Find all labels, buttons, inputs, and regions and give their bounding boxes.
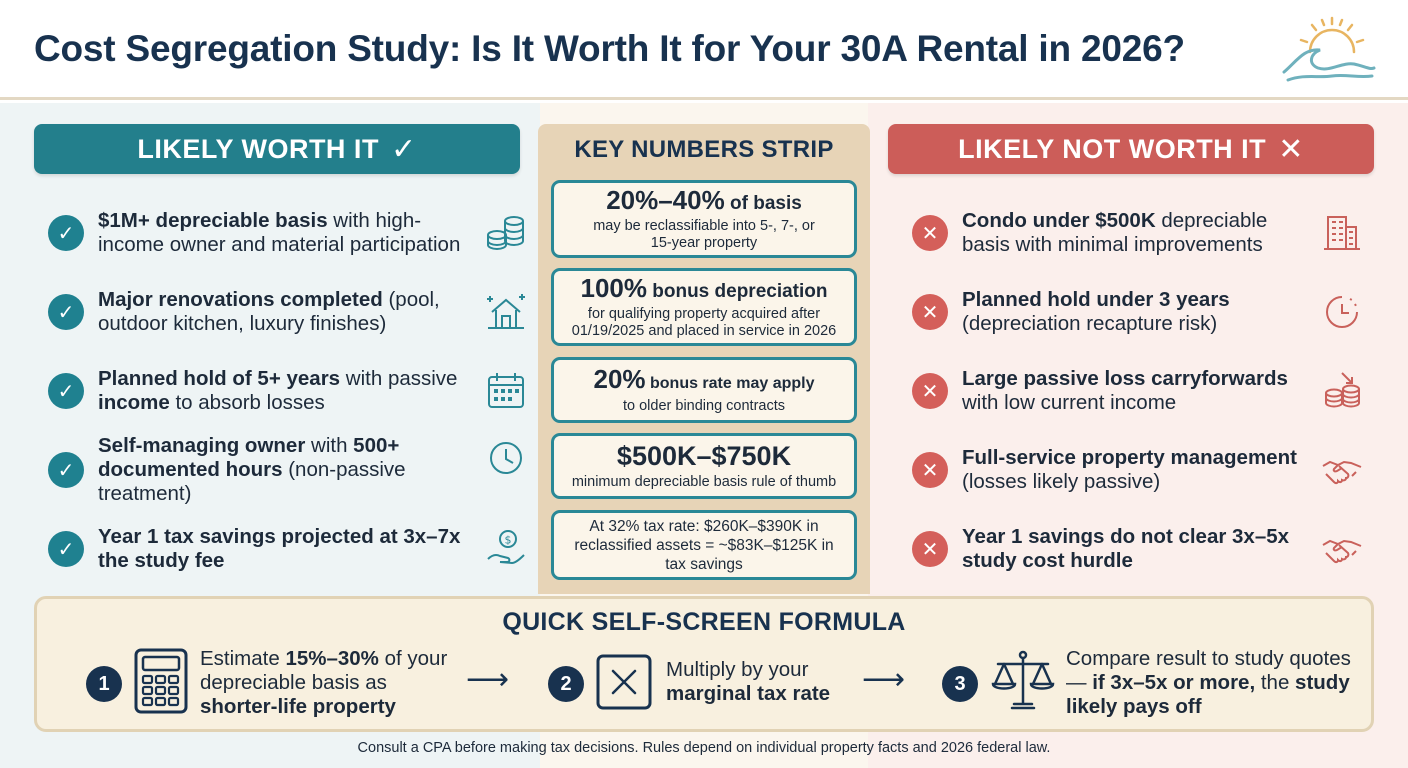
worth-item: ✓ Planned hold of 5+ years with passive …	[48, 361, 528, 421]
worth-item-text: Year 1 tax savings projected at 3x–7x th…	[98, 525, 461, 572]
not-worth-item: ✕ Large passive loss carryforwards with …	[912, 361, 1364, 421]
not-worth-item: ✕ Year 1 savings do not clear 3x–5x stud…	[912, 519, 1364, 579]
arrow-icon: ⟶	[862, 663, 906, 696]
x-circle-icon: ✕	[912, 294, 948, 330]
not-worth-item-text: Condo under $500K depreciable basis with…	[962, 209, 1268, 256]
check-circle-icon: ✓	[48, 215, 84, 251]
not-worth-item-text: Year 1 savings do not clear 3x–5x study …	[962, 525, 1290, 572]
check-icon: ✓	[390, 132, 417, 166]
handshake-icon	[1322, 539, 1362, 564]
card-figure: $500K–$750K	[616, 440, 792, 471]
calendar-icon	[488, 373, 524, 408]
not-worth-item-text: Full-service property management (losses…	[962, 446, 1297, 493]
hand-dollar-icon: $	[487, 530, 525, 565]
not-worth-title: LIKELY NOT WORTH IT	[958, 133, 1267, 164]
not-worth-item-text: Planned hold under 3 years (depreciation…	[962, 288, 1230, 335]
card-caption: At 32% tax rate: $260K–$390K in reclassi…	[574, 517, 834, 573]
worth-item-text: $1M+ depreciable basis with high-income …	[98, 209, 461, 256]
header: Cost Segregation Study: Is It Worth It f…	[0, 0, 1408, 100]
page-title: Cost Segregation Study: Is It Worth It f…	[34, 28, 1185, 69]
check-circle-icon: ✓	[48, 531, 84, 567]
card-caption: to older binding contracts	[622, 398, 785, 414]
check-circle-icon: ✓	[48, 452, 84, 488]
house-sparkle-icon	[487, 294, 525, 329]
svg-text:$: $	[505, 534, 512, 547]
x-circle-icon: ✕	[912, 373, 948, 409]
worth-item-text: Self-managing owner with 500+ documented…	[98, 434, 406, 505]
key-numbers-title: KEY NUMBERS STRIP	[574, 136, 834, 163]
key-number-card: $500K–$750K minimum depreciable basis ru…	[551, 433, 857, 499]
x-circle-icon: ✕	[912, 452, 948, 488]
card-caption: minimum depreciable basis rule of thumb	[571, 473, 837, 490]
key-number-card: 20% bonus rate may apply to older bindin…	[551, 357, 857, 423]
card-caption: may be reclassifiable into 5-, 7-, or 15…	[593, 218, 815, 251]
worth-item: ✓ Year 1 tax savings projected at 3x–7x …	[48, 519, 528, 579]
worth-item-text: Planned hold of 5+ years with passive in…	[98, 367, 458, 414]
scales-icon	[991, 650, 1055, 710]
worth-header: LIKELY WORTH IT ✓	[34, 124, 520, 174]
card-figure: 100% bonus depreciation	[580, 273, 828, 303]
worth-title: LIKELY WORTH IT	[137, 133, 379, 164]
timer-icon	[1326, 296, 1358, 328]
not-worth-item-text: Large passive loss carryforwards with lo…	[962, 367, 1288, 414]
key-number-card: 100% bonus depreciation for qualifying p…	[551, 268, 857, 346]
not-worth-item: ✕ Full-service property management (loss…	[912, 440, 1364, 500]
worth-item-text: Major renovations completed (pool, outdo…	[98, 288, 440, 335]
x-circle-icon: ✕	[912, 531, 948, 567]
not-worth-item: ✕ Planned hold under 3 years (depreciati…	[912, 282, 1364, 342]
x-icon: ✕	[1278, 132, 1304, 166]
card-figure: 20% bonus rate may apply	[593, 364, 815, 394]
check-circle-icon: ✓	[48, 373, 84, 409]
building-icon	[1324, 216, 1360, 250]
step-number: 1	[86, 666, 122, 702]
card-caption: for qualifying property acquired after 0…	[571, 306, 837, 339]
step-number: 2	[548, 666, 584, 702]
key-number-card: 20%–40% of basis may be reclassifiable i…	[551, 180, 857, 258]
not-worth-header: LIKELY NOT WORTH IT ✕	[888, 124, 1374, 174]
coins-down-icon	[1325, 372, 1360, 408]
handshake-icon	[1322, 460, 1362, 485]
calculator-icon	[134, 648, 188, 714]
clock-icon	[490, 442, 522, 474]
key-number-card: At 32% tax rate: $260K–$390K in reclassi…	[551, 510, 857, 580]
multiply-icon	[596, 654, 652, 710]
worth-item: ✓ $1M+ depreciable basis with high-incom…	[48, 203, 528, 263]
formula-title: QUICK SELF-SCREEN FORMULA	[502, 608, 906, 636]
worth-item: ✓ Self-managing owner with 500+ document…	[48, 434, 528, 505]
step-number: 3	[942, 666, 978, 702]
step-text: Compare result to study quotes — if 3x–5…	[1066, 647, 1351, 718]
check-circle-icon: ✓	[48, 294, 84, 330]
worth-item: ✓ Major renovations completed (pool, out…	[48, 282, 528, 342]
arrow-icon: ⟶	[466, 663, 510, 696]
formula-box	[34, 596, 1374, 732]
sun-wave-icon	[1282, 16, 1376, 82]
step-text: Estimate 15%–30% of your depreciable bas…	[200, 647, 448, 718]
coins-icon	[487, 216, 524, 251]
x-circle-icon: ✕	[912, 215, 948, 251]
card-figure: 20%–40% of basis	[606, 185, 802, 215]
disclaimer: Consult a CPA before making tax decision…	[357, 740, 1051, 756]
step-text: Multiply by your marginal tax rate	[666, 658, 831, 705]
not-worth-item: ✕ Condo under $500K depreciable basis wi…	[912, 203, 1364, 263]
